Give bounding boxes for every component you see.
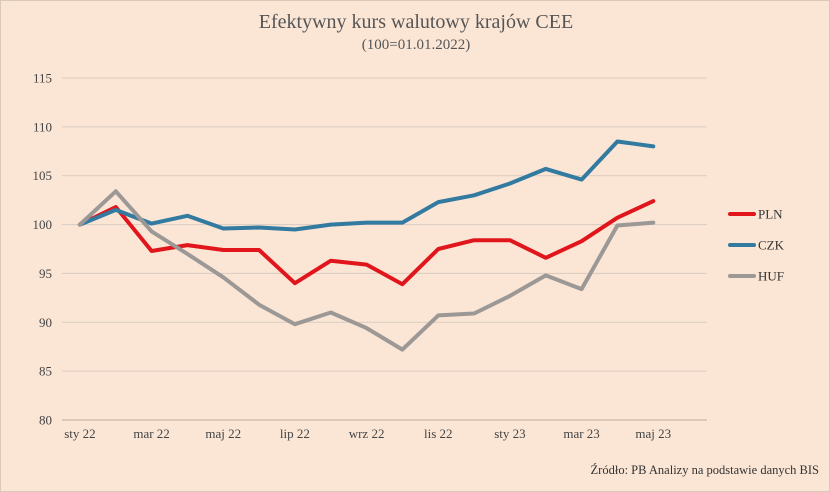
x-tick-label: mar 23 <box>563 426 599 441</box>
x-tick-label: sty 23 <box>494 426 525 441</box>
y-tick-label: 95 <box>39 266 52 281</box>
y-tick-label: 90 <box>39 315 52 330</box>
y-tick-label: 115 <box>33 71 52 86</box>
series-line-czk <box>77 139 656 232</box>
x-tick-label: lip 22 <box>280 426 310 441</box>
x-tick-label: lis 22 <box>424 426 453 441</box>
x-tick-label: maj 22 <box>205 426 241 441</box>
x-tick-label: mar 22 <box>133 426 169 441</box>
legend-label: PLN <box>758 207 783 222</box>
y-tick-label: 85 <box>39 364 52 379</box>
source-note: Źródło: PB Analizy na podstawie danych B… <box>590 463 819 477</box>
y-tick-label: 100 <box>33 217 53 232</box>
chart-subtitle: (100=01.01.2022) <box>361 37 471 53</box>
y-tick-label: 110 <box>33 119 52 134</box>
series-line-huf <box>77 189 656 352</box>
x-tick-label: wrz 22 <box>349 426 385 441</box>
x-tick-label: maj 23 <box>635 426 671 441</box>
legend-label: HUF <box>758 269 784 284</box>
y-tick-label: 105 <box>33 168 53 183</box>
x-tick-label: sty 22 <box>64 426 95 441</box>
chart-title: Efektywny kurs walutowy krajów CEE <box>258 11 574 33</box>
y-tick-label: 80 <box>39 413 52 428</box>
legend-label: CZK <box>758 238 785 253</box>
